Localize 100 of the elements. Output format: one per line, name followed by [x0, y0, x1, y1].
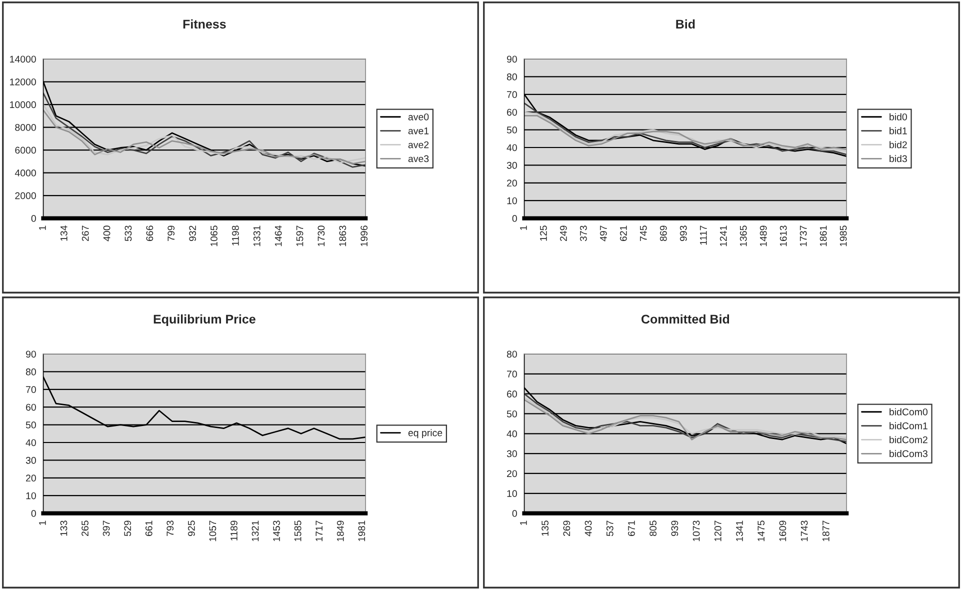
x-tick-label: 805 [650, 520, 657, 536]
y-tick-label: 70 [26, 386, 36, 394]
x-tick-label: 1609 [779, 520, 786, 542]
y-tick-label: 4000 [14, 170, 36, 176]
y-tick-label: 80 [26, 368, 36, 376]
legend-label: bid3 [890, 155, 907, 162]
x-tick-label: 793 [166, 520, 174, 536]
y-tick-label: 0 [31, 510, 36, 517]
legend-label: bid1 [890, 127, 907, 134]
x-tick-label: 403 [584, 520, 592, 536]
x-tick-label: 373 [580, 226, 587, 242]
y-tick-label: 0 [512, 510, 517, 517]
x-tick-label: 1730 [318, 226, 325, 246]
legend-label: bid0 [890, 113, 907, 120]
x-tick-label: 666 [146, 226, 154, 241]
x-tick-label: 1 [520, 520, 527, 525]
y-tick-label: 20 [26, 474, 36, 482]
legend-label: bidCom2 [890, 436, 928, 444]
legend-label: bidCom1 [890, 422, 928, 430]
x-tick-label: 932 [189, 226, 196, 242]
y-tick-label: 50 [506, 410, 517, 418]
x-tick-label: 1585 [294, 520, 302, 542]
x-tick-label: 1073 [692, 520, 700, 542]
x-tick-label: 1597 [296, 226, 304, 246]
y-tick-label: 70 [507, 91, 517, 98]
y-tick-label: 50 [506, 126, 517, 134]
y-tick-label: 30 [506, 450, 517, 458]
y-tick-label: 80 [506, 350, 517, 358]
x-tick-label: 1189 [230, 520, 238, 540]
y-tick-label: 0 [31, 215, 36, 222]
x-tick-label: 1475 [758, 520, 765, 542]
y-tick-label: 30 [506, 162, 517, 169]
x-tick-label: 621 [620, 226, 627, 241]
x-tick-label: 1489 [760, 226, 767, 246]
legend-label: bidCom3 [890, 450, 928, 458]
x-tick-label: 1 [39, 520, 46, 525]
chart-title: Fitness [183, 19, 226, 29]
y-tick-label: 10 [507, 490, 517, 498]
y-tick-label: 8000 [15, 124, 36, 131]
y-tick-label: 20 [507, 470, 517, 478]
legend-label: bid2 [890, 141, 907, 148]
legend-label: eq price [408, 429, 442, 438]
y-tick-label: 80 [506, 73, 517, 80]
y-tick-label: 60 [26, 404, 36, 411]
x-tick-label: 1849 [336, 520, 344, 542]
x-tick-label: 1117 [700, 226, 707, 245]
x-tick-label: 993 [680, 226, 687, 242]
y-tick-label: 60 [507, 390, 517, 398]
legend-label: ave2 [408, 141, 429, 148]
x-tick-label: 1717 [316, 520, 322, 542]
x-tick-label: 1737 [800, 226, 807, 246]
line-series [524, 102, 847, 156]
x-tick-label: 497 [600, 226, 607, 242]
x-tick-label: 939 [671, 520, 678, 536]
x-tick-label: 869 [660, 226, 667, 242]
x-tick-label: 265 [82, 520, 88, 536]
y-tick-label: 2000 [15, 192, 36, 200]
y-tick-label: 90 [506, 56, 517, 63]
y-tick-label: 14000 [10, 56, 36, 63]
y-tick-label: 40 [506, 144, 517, 152]
x-tick-label: 661 [145, 520, 152, 536]
x-tick-label: 1241 [720, 226, 727, 246]
x-tick-label: 269 [563, 520, 570, 536]
x-tick-label: 1743 [800, 520, 808, 542]
chart-title: Equilibrium Price [154, 314, 256, 326]
x-tick-label: 1057 [209, 520, 216, 542]
x-tick-label: 1 [520, 226, 527, 230]
x-tick-label: 1331 [253, 226, 260, 246]
x-tick-label: 1985 [840, 226, 847, 246]
x-tick-label: 1207 [714, 520, 722, 542]
x-tick-label: 1341 [736, 520, 743, 542]
chart-title: Bid [676, 19, 695, 29]
y-tick-label: 20 [507, 180, 517, 187]
x-tick-label: 537 [606, 520, 614, 536]
x-tick-label: 1863 [339, 226, 346, 246]
y-tick-label: 30 [26, 456, 36, 464]
x-tick-label: 1365 [740, 226, 747, 246]
y-tick-label: 40 [26, 439, 36, 446]
x-tick-label: 125 [540, 226, 547, 241]
x-tick-label: 135 [542, 520, 549, 536]
y-tick-label: 0 [512, 215, 517, 222]
x-tick-label: 1981 [358, 520, 366, 542]
x-tick-label: 1877 [822, 520, 830, 542]
x-tick-label: 1613 [780, 226, 787, 246]
y-tick-label: 70 [507, 370, 517, 378]
y-tick-label: 90 [26, 350, 36, 358]
y-tick-label: 10000 [10, 101, 36, 108]
x-tick-label: 1198 [232, 226, 239, 246]
x-tick-label: 925 [188, 520, 195, 536]
chart-title: Committed Bid [641, 314, 730, 324]
x-tick-label: 1321 [252, 520, 259, 542]
legend-label: ave1 [408, 128, 429, 134]
x-tick-label: 397 [102, 520, 110, 536]
x-tick-label: 1861 [820, 226, 827, 246]
x-tick-label: 249 [560, 226, 567, 241]
legend-label: bidCom0 [890, 408, 928, 416]
x-tick-label: 1453 [273, 520, 280, 542]
y-tick-label: 50 [26, 422, 36, 428]
x-tick-label: 1065 [210, 226, 218, 246]
y-tick-label: 60 [507, 108, 517, 116]
